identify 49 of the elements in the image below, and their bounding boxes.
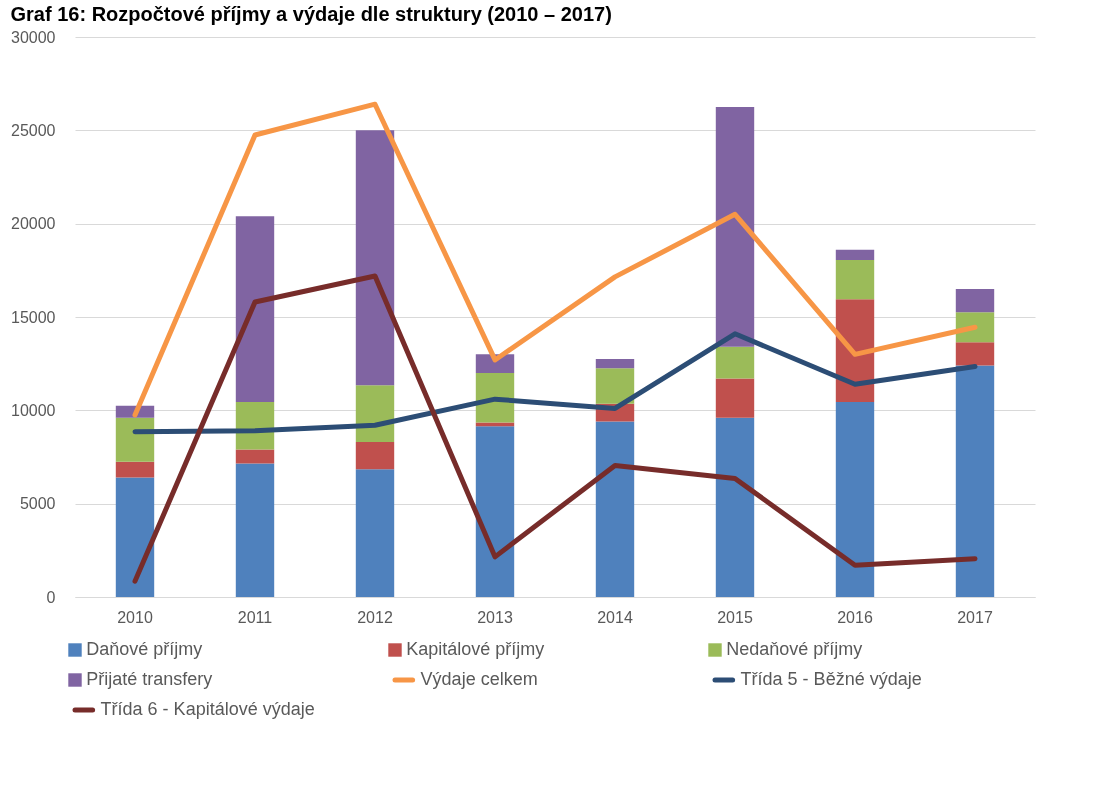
bar xyxy=(475,422,515,427)
x-tick-label: 2015 xyxy=(717,608,753,626)
bar xyxy=(955,312,995,343)
bar xyxy=(835,260,875,300)
y-tick-label: 5000 xyxy=(19,495,56,513)
legend-label: Přijaté transfery xyxy=(86,669,213,689)
bar xyxy=(835,249,875,261)
legend-label: Třída 6 - Kapitálové výdaje xyxy=(100,699,315,719)
bar xyxy=(235,449,275,464)
bar xyxy=(955,342,995,366)
bar xyxy=(595,359,635,369)
x-tick-label: 2011 xyxy=(237,608,273,626)
bar xyxy=(355,385,395,443)
y-tick-label: 15000 xyxy=(11,308,56,326)
y-tick-label: 30000 xyxy=(11,28,56,46)
bar xyxy=(115,477,155,597)
y-tick-label: 25000 xyxy=(11,121,56,139)
bar xyxy=(355,130,395,386)
bar xyxy=(115,417,155,462)
x-tick-label: 2016 xyxy=(837,608,873,626)
bar xyxy=(235,463,275,597)
bar xyxy=(955,365,995,597)
x-tick-label: 2012 xyxy=(357,608,393,626)
legend-label: Třída 5 - Běžné výdaje xyxy=(740,669,922,689)
bar xyxy=(355,469,395,597)
chart-title: Graf 16: Rozpočtové příjmy a výdaje dle struktury (2010 – 2017) xyxy=(10,3,612,25)
y-tick-label: 0 xyxy=(46,588,56,606)
legend-label: Nedaňové příjmy xyxy=(726,639,863,659)
x-tick-label: 2010 xyxy=(117,608,153,626)
bar xyxy=(715,378,755,418)
bar xyxy=(595,368,635,404)
x-tick-label: 2014 xyxy=(597,608,633,626)
bar xyxy=(235,216,275,402)
legend-label: Výdaje celkem xyxy=(420,669,538,689)
bar xyxy=(715,417,755,597)
legend-label: Daňové příjmy xyxy=(86,639,203,659)
legend-label: Kapitálové příjmy xyxy=(406,639,545,659)
bar xyxy=(115,461,155,478)
bar xyxy=(355,442,395,470)
x-tick-label: 2013 xyxy=(477,608,513,626)
bar xyxy=(475,426,515,597)
x-tick-label: 2017 xyxy=(957,608,993,626)
bar xyxy=(835,401,875,597)
bar xyxy=(715,107,755,347)
bar xyxy=(955,289,995,313)
y-tick-label: 10000 xyxy=(11,401,56,419)
bar xyxy=(595,421,635,597)
y-tick-label: 20000 xyxy=(11,215,56,233)
bar xyxy=(715,346,755,379)
